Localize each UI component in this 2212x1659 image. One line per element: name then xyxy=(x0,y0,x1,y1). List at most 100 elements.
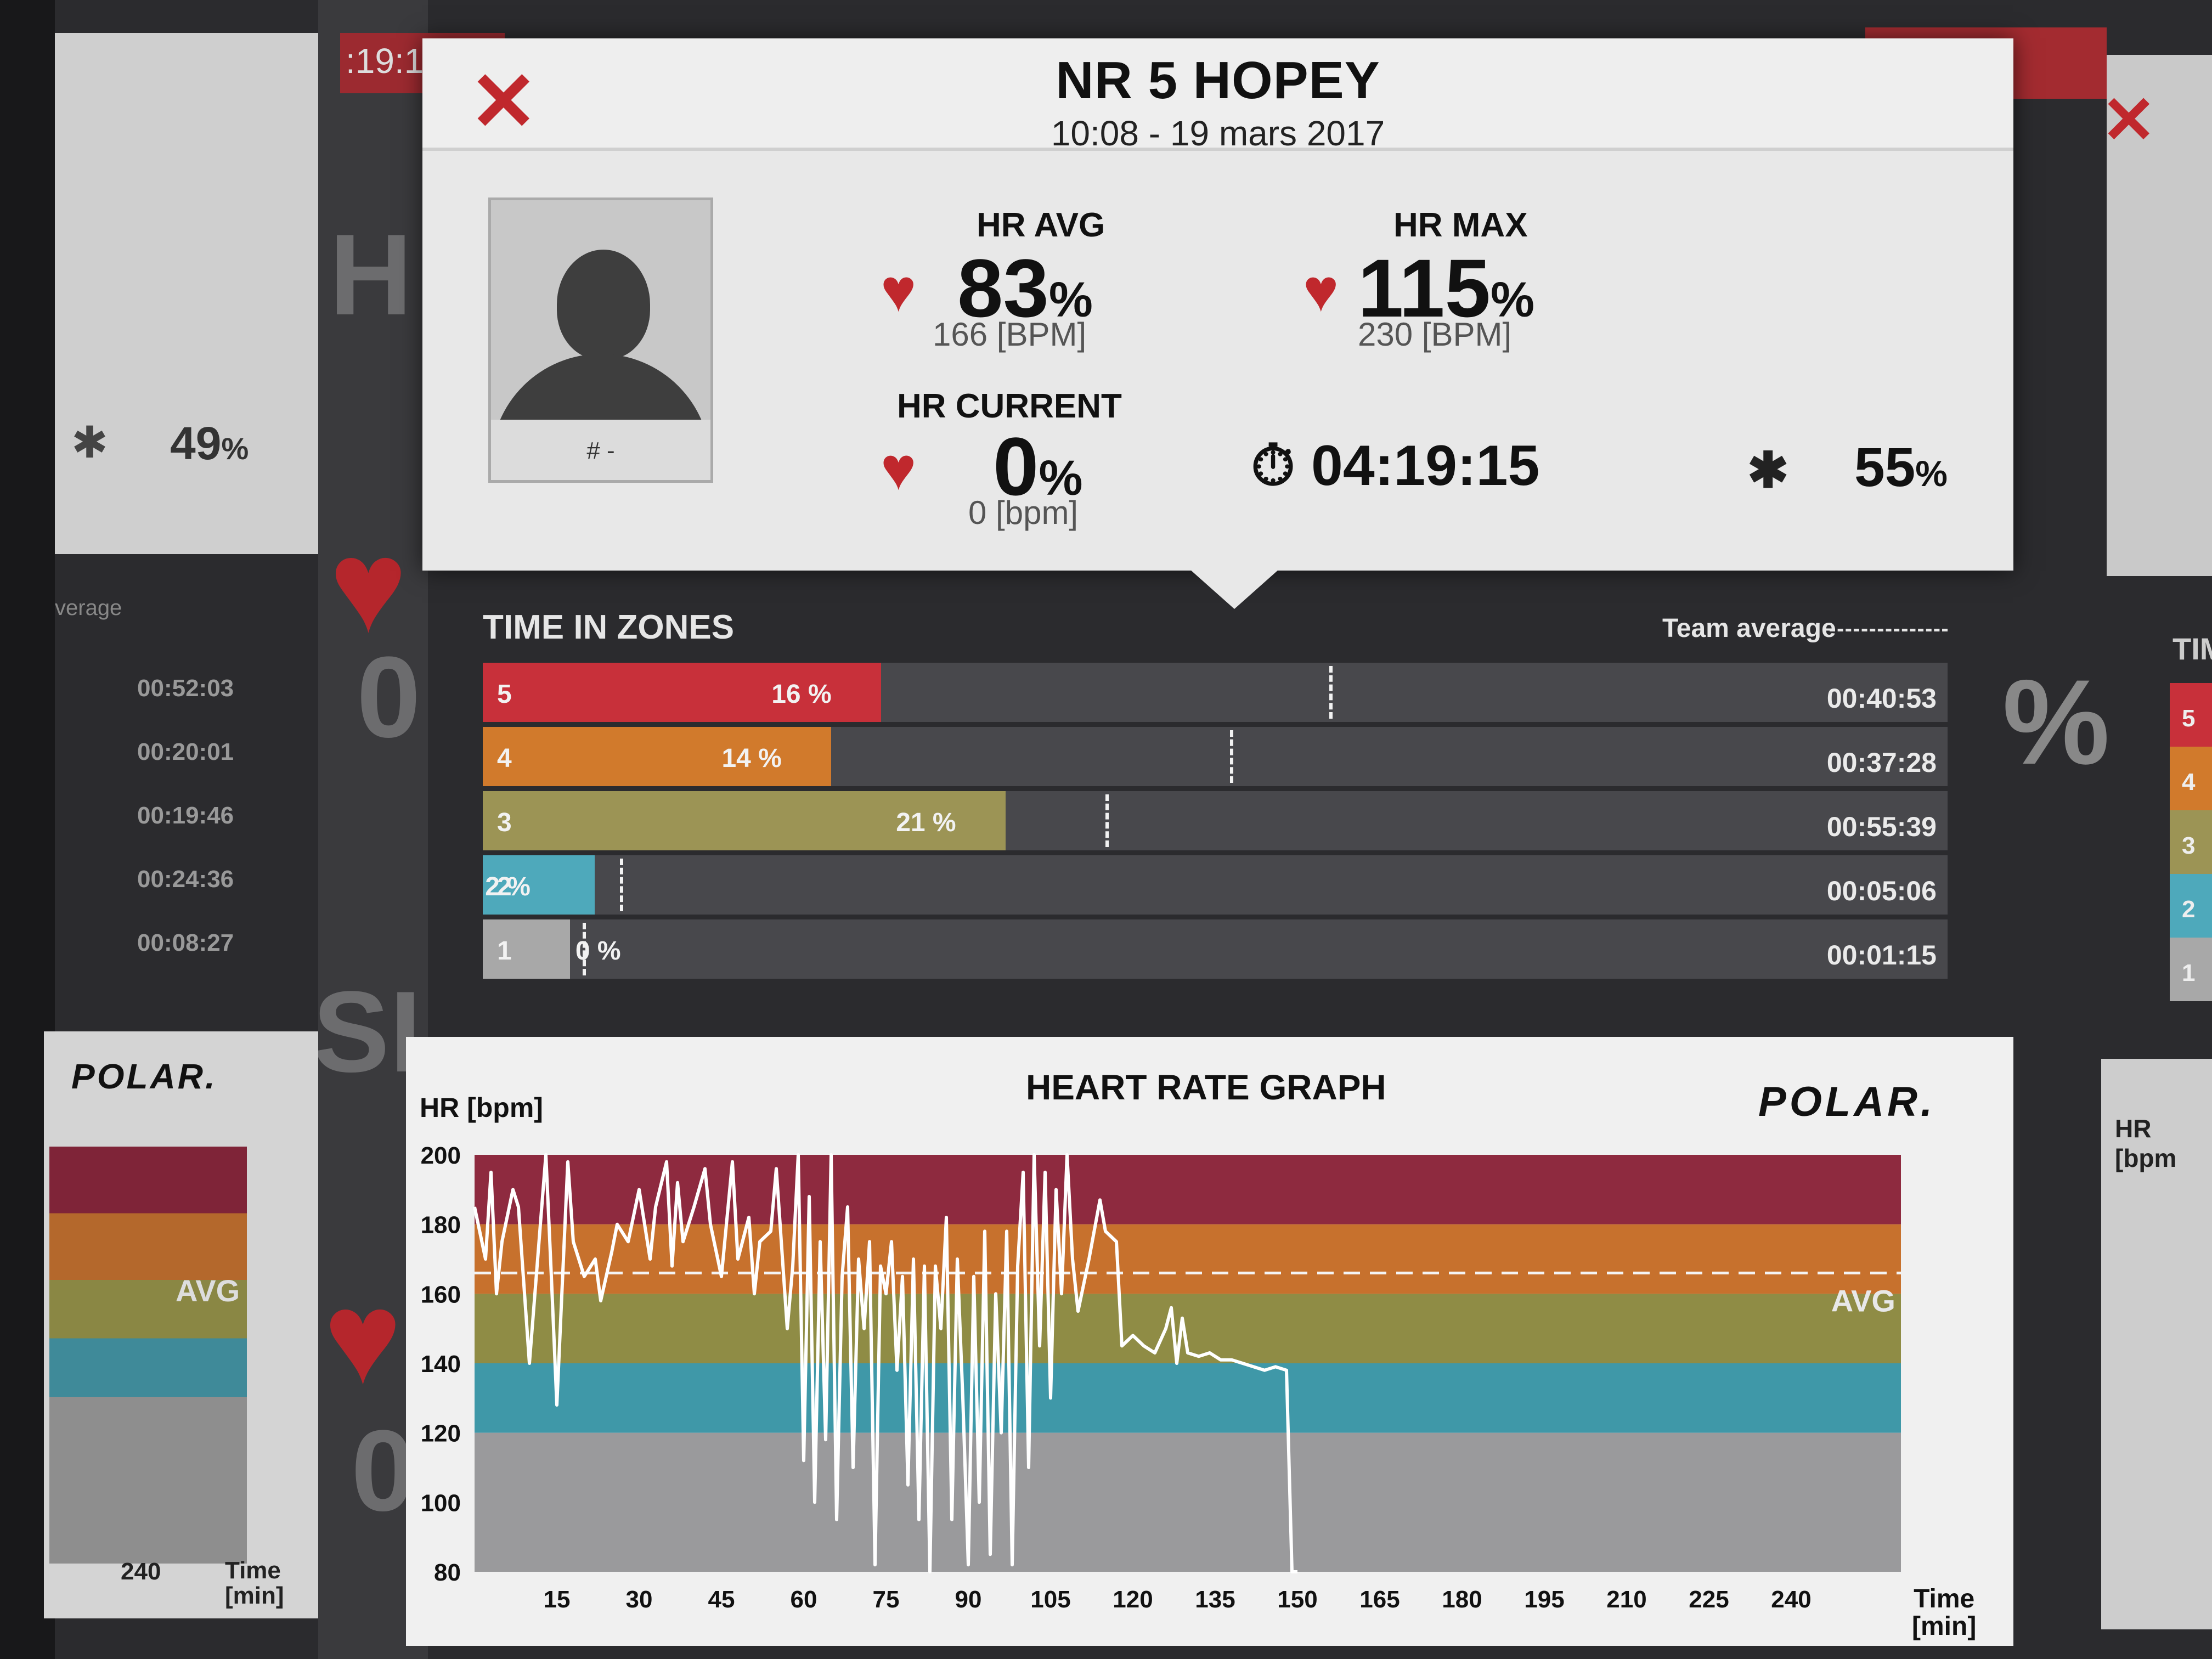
zone-time: 00:40:53 xyxy=(1826,683,1937,714)
bluetooth-icon: ✱ xyxy=(71,418,109,467)
background-average-label: verage xyxy=(55,596,122,620)
y-tick-label: 160 xyxy=(421,1281,461,1308)
x-tick-label: 225 xyxy=(1689,1586,1729,1613)
zone-row-4[interactable]: 4 14 % 00:37:28 xyxy=(483,727,1948,786)
zone-band-5 xyxy=(475,1155,1901,1224)
background-big-letter: 0 xyxy=(351,1406,415,1535)
stopwatch-icon: ⏱ xyxy=(1251,434,1296,498)
background-zone-times: 00:52:03 00:20:01 00:19:46 00:24:36 00:0… xyxy=(137,675,274,993)
background-hr-label: HR [bpm xyxy=(2115,1114,2177,1172)
hr-max-label: HR MAX xyxy=(1393,206,1528,244)
heart-icon: ♥ xyxy=(1303,257,1339,324)
x-tick-label: 45 xyxy=(708,1586,735,1613)
hr-avg-label: HR AVG xyxy=(977,206,1105,244)
sensor-battery: 55% xyxy=(1854,437,1948,498)
background-time-label: Time [min] xyxy=(225,1557,284,1610)
x-tick-label: 240 xyxy=(1771,1586,1811,1613)
y-tick-label: 80 xyxy=(434,1559,461,1586)
team-average-marker xyxy=(1329,666,1333,719)
avatar[interactable]: # - xyxy=(488,198,713,483)
avg-label: AVG xyxy=(1831,1283,1895,1318)
zone-bar xyxy=(483,791,1006,850)
heart-icon: ♥ xyxy=(881,257,917,324)
hr-avg-bpm: 166 [BPM] xyxy=(933,316,1087,353)
zone-percent: 16 % xyxy=(771,680,832,709)
background-zone-number: 2 xyxy=(2170,874,2212,938)
close-icon[interactable]: ✕ xyxy=(469,55,538,148)
background-avg-label: AVG xyxy=(176,1273,240,1308)
background-zone-time: 00:52:03 xyxy=(137,675,234,702)
background-zones-title: TIM xyxy=(2172,631,2212,666)
background-graph-bands xyxy=(49,1147,247,1564)
zone-time: 00:01:15 xyxy=(1826,940,1937,970)
zone-bar xyxy=(483,727,832,786)
zone-row-2[interactable]: 2 2 % 00:05:06 xyxy=(483,855,1948,915)
zone-time: 00:37:28 xyxy=(1826,747,1937,778)
background-zone-number: 4 xyxy=(2170,747,2212,810)
heart-icon: ♥ xyxy=(324,1264,402,1411)
background-zone-time: 00:19:46 xyxy=(137,802,234,829)
x-tick-label: 150 xyxy=(1277,1586,1317,1613)
heart-rate-chart: 80 100 120 140 160 180 200 15 30 45 60 75 90 105 120 13… xyxy=(421,1142,1901,1613)
zone-band-1 xyxy=(475,1432,1901,1572)
zone-row-1[interactable]: 1 0 % 00:01:15 xyxy=(483,919,1948,979)
zone-percent: 14 % xyxy=(721,744,782,773)
zone-row-5[interactable]: 5 16 % 00:40:53 xyxy=(483,663,1948,722)
x-axis-label: Time [min] xyxy=(1912,1584,1977,1641)
zone-bar xyxy=(483,855,595,915)
session-duration: ⏱ 04:19:15 xyxy=(1251,434,1540,498)
zone-bar xyxy=(483,919,570,979)
team-average-marker xyxy=(582,923,586,975)
zone-percent: 2 % xyxy=(485,872,531,901)
polar-logo: POLAR. xyxy=(1758,1079,1936,1125)
x-tick-label: 15 xyxy=(544,1586,571,1613)
heart-rate-line xyxy=(473,1153,1297,1573)
background-big-letter: 0 xyxy=(357,633,421,761)
y-tick-label: 140 xyxy=(421,1351,461,1378)
close-icon[interactable]: ✕ xyxy=(2101,83,2157,157)
x-tick-label: 210 xyxy=(1606,1586,1646,1613)
background-right-zones: 5 4 3 2 1 xyxy=(2170,683,2212,1001)
background-zone-time: 00:24:36 xyxy=(137,866,234,893)
zone-percent: 21 % xyxy=(896,808,956,837)
background-zone-number: 5 xyxy=(2170,683,2212,747)
y-tick-label: 180 xyxy=(421,1212,461,1239)
zone-number: 4 xyxy=(497,744,512,773)
background-card-right xyxy=(2107,55,2212,576)
x-tick-label: 105 xyxy=(1030,1586,1070,1613)
x-tick-label: 30 xyxy=(626,1586,653,1613)
zone-band-4 xyxy=(475,1224,1901,1294)
hr-current-bpm: 0 [bpm] xyxy=(968,494,1079,531)
x-tick-label: 165 xyxy=(1359,1586,1400,1613)
heart-icon: ♥ xyxy=(329,512,408,659)
zone-row-3[interactable]: 3 21 % 00:55:39 xyxy=(483,791,1948,850)
x-tick-label: 75 xyxy=(873,1586,900,1613)
heart-rate-graph-panel: HEART RATE GRAPH POLAR. HR [bpm] 80 100 12… xyxy=(406,1037,2013,1646)
zone-number: 1 xyxy=(497,936,512,966)
team-average-marker xyxy=(1229,730,1233,783)
avatar-silhouette-head xyxy=(557,250,650,359)
y-axis-label: HR [bpm] xyxy=(420,1092,543,1123)
hr-current-value: 0% xyxy=(993,420,1083,512)
x-tick-label: 180 xyxy=(1442,1586,1482,1613)
x-tick-label: 120 xyxy=(1113,1586,1153,1613)
zone-number: 2 xyxy=(497,872,512,901)
background-battery: 49% xyxy=(170,417,249,469)
team-average-legend-line xyxy=(1830,629,1948,631)
background-graph-card-right xyxy=(2101,1059,2212,1629)
x-tick-label: 195 xyxy=(1524,1586,1564,1613)
background-zone-number: 1 xyxy=(2170,938,2212,1001)
y-tick-label: 200 xyxy=(421,1142,461,1169)
background-zone-time: 00:08:27 xyxy=(137,929,234,956)
y-tick-label: 120 xyxy=(421,1420,461,1447)
background-zone-number: 3 xyxy=(2170,810,2212,874)
background-axis-tick: 240 xyxy=(121,1558,161,1585)
zone-number: 5 xyxy=(497,680,512,709)
x-tick-label: 60 xyxy=(791,1586,817,1613)
background-card-left xyxy=(55,33,329,554)
graph-title: HEART RATE GRAPH xyxy=(1026,1068,1386,1107)
hr-max-bpm: 230 [BPM] xyxy=(1358,316,1512,353)
team-average-marker xyxy=(619,859,623,911)
zone-band-2 xyxy=(475,1363,1901,1433)
x-tick-label: 135 xyxy=(1195,1586,1235,1613)
